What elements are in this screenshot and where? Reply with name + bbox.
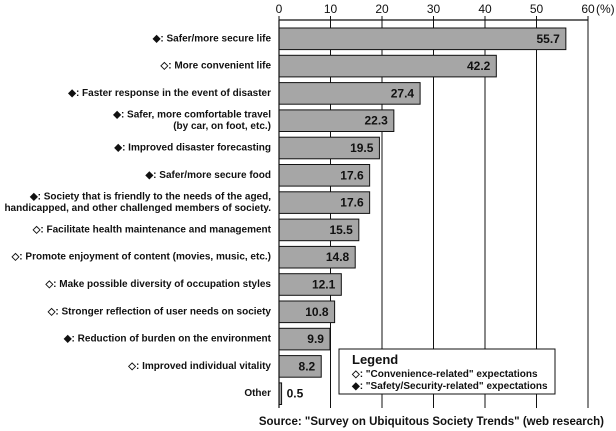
bar-value-label: 10.8 bbox=[305, 305, 329, 319]
x-tick-label: 50 bbox=[530, 2, 544, 16]
legend-item-safety: ◆: "Safety/Security-related" expectation… bbox=[351, 381, 548, 392]
category-label: ◆: Faster response in the event of disas… bbox=[67, 88, 271, 99]
bar-value-label: 42.2 bbox=[467, 59, 491, 73]
x-tick-label: 0 bbox=[276, 2, 283, 16]
x-tick-label: 60 bbox=[581, 2, 595, 16]
category-label: ◇: Facilitate health maintenance and man… bbox=[32, 224, 272, 235]
source-note: Source: "Survey on Ubiquitous Society Tr… bbox=[259, 416, 604, 428]
category-label: ◇: More convenient life bbox=[160, 61, 272, 72]
category-label: ◆: Reduction of burden on the environmen… bbox=[63, 334, 272, 345]
bar-value-label: 55.7 bbox=[536, 32, 560, 46]
x-axis-unit: (%) bbox=[596, 2, 615, 16]
bar-value-label: 17.6 bbox=[340, 196, 364, 210]
axis-lines bbox=[278, 19, 588, 408]
legend-title: Legend bbox=[352, 352, 398, 367]
x-axis-ticks: 0 10 20 30 40 50 60 bbox=[276, 2, 595, 20]
category-label: handicapped, and other challenged member… bbox=[4, 203, 271, 214]
bar-value-label: 19.5 bbox=[350, 141, 374, 155]
bar bbox=[278, 54, 497, 78]
category-label: ◇: Make possible diversity of occupation… bbox=[44, 279, 271, 290]
category-label: ◆: Safer/more secure food bbox=[144, 170, 271, 181]
legend: Legend ◇: "Convenience-related" expectat… bbox=[338, 348, 556, 395]
bar bbox=[278, 27, 567, 51]
bar-value-label: 14.8 bbox=[326, 250, 350, 264]
category-label: (by car, on foot, etc.) bbox=[173, 121, 271, 132]
x-tick-label: 20 bbox=[375, 2, 389, 16]
legend-item-convenience: ◇: "Convenience-related" expectations bbox=[351, 369, 538, 380]
category-label: ◇: Stronger reflection of user needs on … bbox=[47, 306, 272, 317]
category-labels: ◆: Safer/more secure life ◇: More conveni… bbox=[4, 33, 271, 399]
x-tick-label: 30 bbox=[427, 2, 441, 16]
bar-value-label: 8.2 bbox=[299, 359, 316, 373]
x-tick-label: 10 bbox=[324, 2, 338, 16]
bar-value-label: 15.5 bbox=[329, 223, 353, 237]
x-tick-label: 40 bbox=[478, 2, 492, 16]
category-label: ◆: Improved disaster forecasting bbox=[113, 143, 271, 154]
category-label: ◆: Safer, more comfortable travel bbox=[112, 109, 271, 120]
category-label: Other bbox=[244, 388, 271, 399]
bar-value-label: 22.3 bbox=[364, 114, 388, 128]
legend-box bbox=[338, 348, 556, 395]
bars: 55.7 42.2 27.422.3 19.5 17.6 17.6 15.5 14.8 12.1… bbox=[278, 27, 567, 405]
bar-value-label: 12.1 bbox=[312, 278, 336, 292]
category-label: ◆: Safer/more secure life bbox=[152, 33, 272, 44]
bar-value-label: 17.6 bbox=[340, 168, 364, 182]
category-label: ◇: Improved individual vitality bbox=[127, 361, 271, 372]
bar-value-label: 9.9 bbox=[307, 332, 324, 346]
bar-value-label: 27.4 bbox=[391, 86, 415, 100]
category-label: ◇: Promote enjoyment of content (movies,… bbox=[11, 252, 271, 263]
category-label: ◆: Society that is friendly to the needs… bbox=[29, 191, 271, 202]
bar-value-label: 0.5 bbox=[287, 387, 304, 401]
